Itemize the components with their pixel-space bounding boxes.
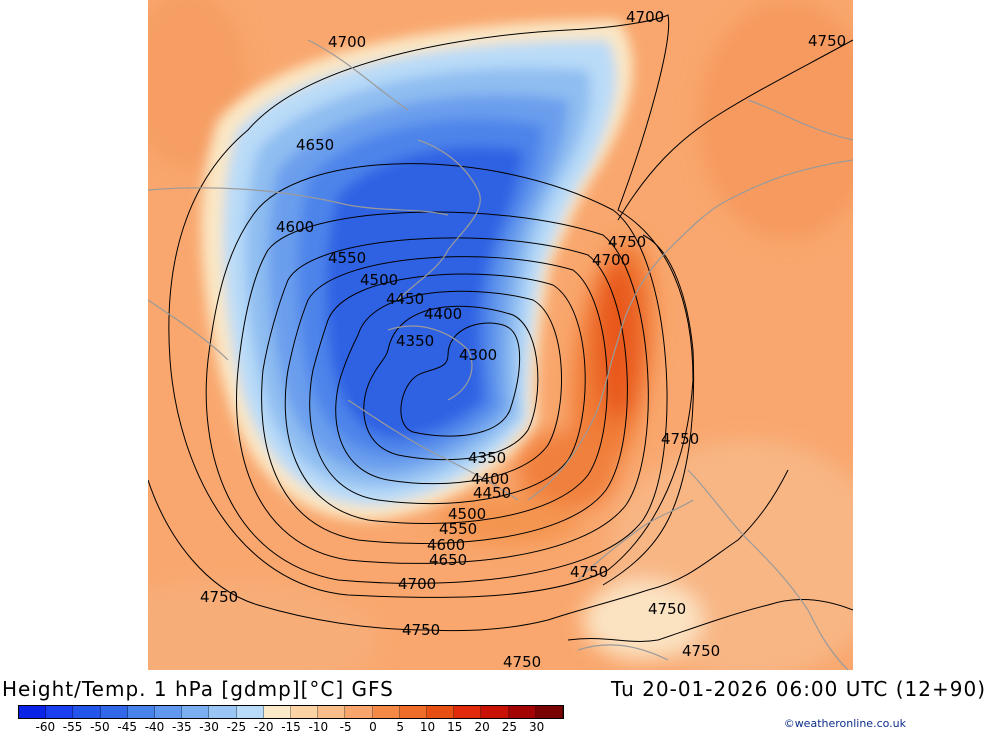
colorbar-tick-label: -25 bbox=[226, 720, 247, 734]
contour-4300 bbox=[400, 322, 521, 437]
contour-label: 4350 bbox=[468, 449, 506, 467]
contour-label: 4750 bbox=[200, 588, 238, 606]
colorbar-tick-labels: -60 -55 -50 -45 -40 -35 -30 -25 -20 -15 -10 -5 0 5 10 1… bbox=[18, 720, 564, 734]
contour-label: 4700 bbox=[328, 33, 366, 51]
colorbar-swatch bbox=[508, 706, 536, 718]
colorbar-swatch bbox=[209, 706, 237, 718]
colorbar-swatch bbox=[291, 706, 319, 718]
colorbar-swatch bbox=[372, 706, 400, 718]
colorbar-swatch bbox=[345, 706, 373, 718]
contour-4700-main bbox=[168, 14, 694, 598]
contour-label: 4500 bbox=[448, 505, 486, 523]
contour-4750-west bbox=[148, 469, 789, 632]
contour-label: 4400 bbox=[424, 305, 462, 323]
contour-4400 bbox=[335, 290, 563, 485]
colorbar-swatch bbox=[535, 706, 564, 718]
contour-label: 4750 bbox=[661, 430, 699, 448]
geopotential-contours bbox=[148, 14, 853, 642]
colorbar-tick-label: 0 bbox=[369, 720, 377, 734]
map-title: Height/Temp. 1 hPa [gdmp][°C] GFS bbox=[2, 677, 394, 701]
contour-4750-ring bbox=[602, 234, 695, 586]
contour-label: 4450 bbox=[386, 290, 424, 308]
contour-label: 4750 bbox=[503, 653, 541, 670]
colorbar-tick-label: -5 bbox=[339, 720, 352, 734]
colorbar-swatch bbox=[427, 706, 455, 718]
contour-label: 4750 bbox=[648, 600, 686, 618]
colorbar bbox=[18, 705, 564, 719]
colorbar-tick-label: -15 bbox=[281, 720, 301, 734]
contour-4450 bbox=[309, 273, 586, 505]
colorbar-swatch bbox=[182, 706, 210, 718]
contour-label: 4750 bbox=[570, 563, 608, 581]
colorbar-tick-label: 10 bbox=[419, 720, 436, 734]
colorbar-tick-label: 20 bbox=[474, 720, 490, 734]
contour-label: 4550 bbox=[328, 249, 366, 267]
contour-label: 4750 bbox=[402, 621, 440, 639]
colorbar-tick-label: -45 bbox=[117, 720, 137, 734]
colorbar-swatch bbox=[73, 706, 101, 718]
colorbar-tick-label: -40 bbox=[144, 720, 165, 734]
temperature-field-warm bbox=[148, 0, 853, 670]
colorbar-tick-label: -50 bbox=[90, 720, 110, 734]
contour-4550 bbox=[261, 237, 628, 544]
coastlines bbox=[148, 39, 853, 670]
contour-label: 4450 bbox=[473, 484, 511, 502]
contour-label: 4700 bbox=[626, 8, 664, 26]
colorbar-swatch bbox=[399, 706, 428, 718]
colorbar-swatch bbox=[19, 706, 47, 718]
contour-label: 4400 bbox=[471, 470, 509, 488]
colorbar-tick-label: 15 bbox=[447, 720, 463, 734]
colorbar-swatch bbox=[454, 706, 482, 718]
contour-4650 bbox=[205, 163, 668, 584]
contour-label: 4700 bbox=[398, 575, 436, 593]
contour-label: 4300 bbox=[459, 346, 497, 364]
colorbar-tick-label: 30 bbox=[529, 720, 545, 734]
colorbar-tick-label: -60 bbox=[35, 720, 56, 734]
contour-labels: 4700 4700 4750 4650 4600 4750 4700 4550 … bbox=[200, 8, 846, 670]
colorbar-swatch bbox=[155, 706, 183, 718]
contour-4350 bbox=[363, 305, 539, 461]
colorbar-swatch bbox=[46, 706, 74, 718]
credit-link[interactable]: ©weatheronline.co.uk bbox=[783, 717, 906, 730]
colorbar-swatch bbox=[127, 706, 156, 718]
map-canvas: 4700 4700 4750 4650 4600 4750 4700 4550 … bbox=[148, 0, 853, 670]
contour-label: 4500 bbox=[360, 271, 398, 289]
contour-4600 bbox=[236, 211, 649, 564]
contour-label: 4550 bbox=[439, 520, 477, 538]
contour-4750-east bbox=[617, 39, 853, 221]
colorbar-swatch bbox=[100, 706, 128, 718]
contour-label: 4750 bbox=[682, 642, 720, 660]
contour-label: 4650 bbox=[296, 136, 334, 154]
colorbar-tick-label: -20 bbox=[253, 720, 274, 734]
contour-4500 bbox=[284, 256, 608, 525]
colorbar-tick-label: -30 bbox=[199, 720, 219, 734]
colorbar-tick-label: 25 bbox=[501, 720, 518, 734]
contour-label: 4350 bbox=[396, 332, 434, 350]
contour-label: 4700 bbox=[592, 251, 630, 269]
contour-4750-south bbox=[567, 599, 853, 642]
colorbar-swatch bbox=[318, 706, 346, 718]
contour-label: 4750 bbox=[808, 32, 846, 50]
colorbar-tick-label: -10 bbox=[308, 720, 329, 734]
weather-map: 4700 4700 4750 4650 4600 4750 4700 4550 … bbox=[148, 0, 853, 670]
colorbar-swatch bbox=[236, 706, 264, 718]
colorbar-tick-label: -55 bbox=[62, 720, 83, 734]
colorbar-swatch bbox=[263, 706, 292, 718]
contour-label: 4650 bbox=[429, 551, 467, 569]
colorbar-tick-label: -35 bbox=[171, 720, 192, 734]
colorbar-swatch bbox=[481, 706, 509, 718]
contour-label: 4600 bbox=[276, 218, 314, 236]
contour-label: 4750 bbox=[608, 233, 646, 251]
temperature-field-cold bbox=[201, 20, 633, 521]
contour-label: 4600 bbox=[427, 536, 465, 554]
valid-time: Tu 20-01-2026 06:00 UTC (12+90) bbox=[610, 677, 986, 701]
colorbar-tick-label: 5 bbox=[396, 720, 405, 734]
